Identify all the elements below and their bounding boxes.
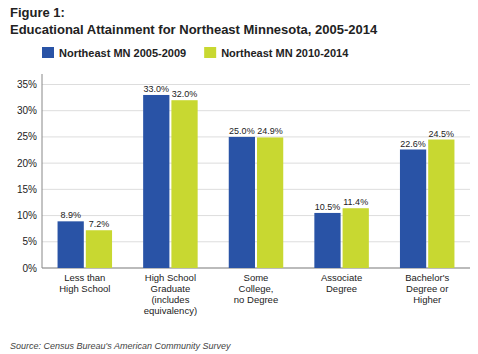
y-tick-label: 5% xyxy=(23,236,38,247)
y-tick-label: 25% xyxy=(17,131,37,142)
x-tick-label-line: Degree xyxy=(326,283,357,294)
x-tick-label-line: High School xyxy=(145,272,196,283)
x-tick-label-line: no Degree xyxy=(234,294,278,305)
bar xyxy=(428,140,454,268)
x-tick-label: High SchoolGraduate(includesequivalency) xyxy=(144,272,197,316)
data-label: 22.6% xyxy=(400,139,426,149)
data-label: 25.0% xyxy=(229,126,255,136)
x-tick-label-line: Associate xyxy=(321,272,362,283)
x-tick-label: Bachelor'sDegree orHigher xyxy=(405,272,449,305)
legend-swatch xyxy=(204,47,216,58)
data-label: 32.0% xyxy=(172,89,198,99)
bar xyxy=(58,221,84,268)
x-tick-label-line: Bachelor's xyxy=(405,272,449,283)
x-tick-label-line: Graduate xyxy=(151,283,191,294)
data-label: 24.9% xyxy=(257,126,283,136)
x-tick-label-line: Less than xyxy=(64,272,105,283)
y-axis-line xyxy=(42,74,43,268)
bar xyxy=(314,213,340,268)
legend-swatch xyxy=(42,47,54,58)
y-tick-label: 0% xyxy=(23,263,38,274)
y-axis: 0% 5% 10% 15% 20% 25% 30% 35% xyxy=(17,74,42,274)
data-labels: 8.9% 33.0% 25.0% 10.5% 22.6% 7.2% 32.0% 24.9% 11… xyxy=(60,84,454,229)
y-tick-label: 35% xyxy=(17,79,37,90)
grid-line xyxy=(42,84,470,85)
bar xyxy=(171,100,197,268)
bar xyxy=(143,95,169,268)
data-label: 11.4% xyxy=(343,197,368,207)
bar xyxy=(343,208,369,268)
data-label: 10.5% xyxy=(315,202,341,212)
bar xyxy=(229,137,255,268)
data-label: 7.2% xyxy=(89,219,110,229)
bar xyxy=(400,150,426,268)
legend: Northeast MN 2005-2009 Northeast MN 2010-… xyxy=(42,47,349,59)
x-tick-label-line: Some xyxy=(244,272,269,283)
y-tick-label: 30% xyxy=(17,105,37,116)
legend-label: Northeast MN 2010-2014 xyxy=(221,47,349,59)
grid-line xyxy=(42,136,470,137)
bar xyxy=(86,230,112,268)
x-tick-label: Less thanHigh School xyxy=(59,272,110,294)
x-tick-label-line: Degree or xyxy=(406,283,448,294)
x-tick-label: SomeCollege,no Degree xyxy=(234,272,278,305)
x-tick-label-line: (includes xyxy=(151,294,189,305)
data-label: 33.0% xyxy=(144,84,170,94)
x-tick-label-line: equivalency) xyxy=(144,305,197,316)
x-axis: Less thanHigh SchoolHigh SchoolGraduate(… xyxy=(59,272,449,316)
x-tick-label-line: High School xyxy=(59,283,110,294)
bar xyxy=(257,137,283,268)
x-tick-label: AssociateDegree xyxy=(321,272,362,294)
data-label: 8.9% xyxy=(60,210,81,220)
bars xyxy=(58,95,455,268)
grid-line xyxy=(42,110,470,111)
x-tick-label-line: College, xyxy=(239,283,274,294)
legend-label: Northeast MN 2005-2009 xyxy=(59,47,186,59)
annotation: Source: Census Bureau's American Communi… xyxy=(10,341,231,351)
title: Figure 1: xyxy=(10,5,65,20)
y-tick-label: 20% xyxy=(17,158,37,169)
chart-container: Figure 1: Educational Attainment for Nort… xyxy=(0,0,478,354)
y-tick-label: 10% xyxy=(17,210,37,221)
chart-svg: Figure 1: Educational Attainment for Nort… xyxy=(0,0,478,354)
grid xyxy=(42,84,470,268)
x-tick-label-line: Higher xyxy=(413,294,441,305)
data-label: 24.5% xyxy=(429,129,455,139)
subtitle: Educational Attainment for Northeast Min… xyxy=(10,22,378,37)
y-tick-label: 15% xyxy=(17,184,37,195)
